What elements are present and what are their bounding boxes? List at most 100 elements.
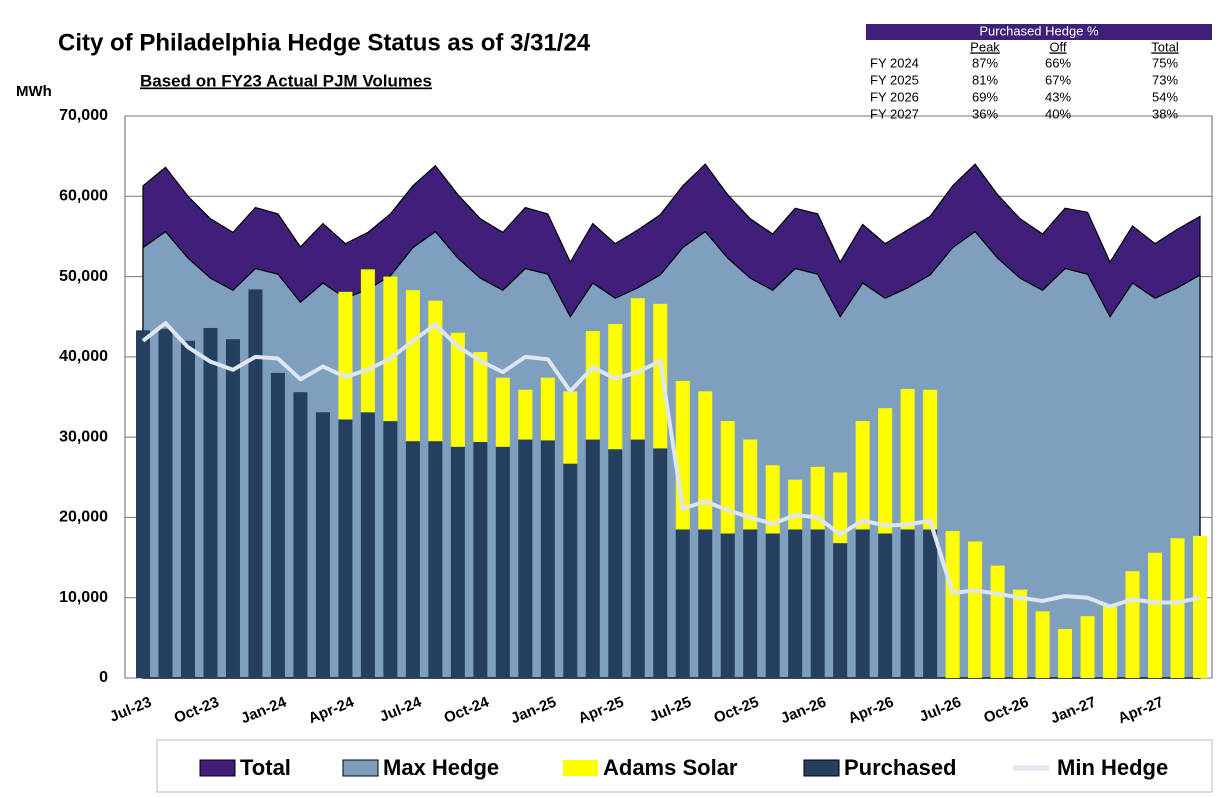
x-tick-label: Jul-26	[917, 694, 964, 726]
bar	[180, 340, 195, 678]
x-tick-label: Apr-26	[846, 694, 896, 728]
legend-swatch	[199, 759, 236, 777]
bar	[360, 269, 375, 413]
bar	[630, 439, 645, 678]
table-cell: 54%	[1152, 89, 1178, 104]
table-column-header: Peak	[970, 39, 1000, 54]
bar	[945, 531, 960, 678]
table-cell: 66%	[1045, 55, 1071, 70]
x-tick-label: Oct-24	[442, 693, 492, 726]
bar	[518, 389, 533, 440]
bar	[585, 439, 600, 678]
table-row-label: FY 2025	[870, 72, 919, 87]
x-tick-label: Jan-27	[1048, 694, 1098, 728]
legend-swatch	[563, 760, 598, 776]
x-tick-label: Jan-24	[238, 693, 289, 727]
table-cell: 36%	[972, 106, 998, 121]
bar	[473, 352, 488, 442]
bar	[1058, 629, 1073, 678]
table-column-header: Off	[1049, 39, 1066, 54]
table-row-label: FY 2024	[870, 55, 919, 70]
bar	[810, 529, 825, 678]
table-column-header: Total	[1151, 39, 1179, 54]
bar	[653, 448, 668, 678]
bar	[1125, 571, 1140, 678]
table-cell: 87%	[972, 55, 998, 70]
bar	[360, 412, 375, 678]
bar	[720, 421, 735, 534]
bar	[136, 330, 150, 678]
bar	[900, 529, 915, 678]
line	[141, 321, 1201, 609]
x-tick-label: Jul-23	[107, 694, 154, 726]
bar	[383, 421, 398, 678]
bar	[225, 339, 240, 678]
bar	[855, 529, 870, 678]
bar	[293, 392, 308, 678]
bar	[248, 289, 263, 678]
x-tick-label: Jul-24	[377, 693, 424, 725]
bar	[743, 439, 758, 530]
x-tick-label: Jan-25	[508, 694, 558, 728]
bar	[855, 421, 870, 530]
bar	[833, 543, 848, 678]
y-tick-label: 0	[99, 669, 108, 686]
legend-label: Total	[240, 755, 291, 780]
bar	[675, 529, 690, 678]
y-tick-label: 50,000	[59, 268, 108, 285]
y-tick-label: 40,000	[59, 348, 108, 365]
legend-swatch	[342, 759, 379, 777]
bar	[1193, 535, 1207, 678]
bar	[450, 332, 465, 447]
bar	[923, 529, 938, 678]
y-tick-label: 20,000	[59, 509, 108, 526]
legend-label: Adams Solar	[603, 755, 738, 780]
bar	[338, 419, 353, 678]
y-axis-label: MWh	[16, 83, 52, 100]
bar	[540, 440, 555, 678]
table-row-label: FY 2026	[870, 89, 919, 104]
y-tick-label: 30,000	[59, 428, 108, 445]
bar	[495, 446, 510, 678]
table-header-bg	[866, 24, 1212, 40]
bar	[990, 565, 1005, 678]
bar	[203, 327, 218, 678]
bar	[315, 412, 330, 678]
bar	[495, 377, 510, 447]
bar	[900, 388, 915, 530]
bar	[473, 441, 488, 678]
bar	[1080, 616, 1095, 678]
bar	[518, 439, 533, 678]
table-cell: 43%	[1045, 89, 1071, 104]
bar	[428, 441, 443, 678]
x-tick-label: Apr-27	[1116, 694, 1166, 728]
bar	[405, 290, 420, 442]
bar	[405, 441, 420, 678]
bar	[743, 529, 758, 678]
bar	[788, 529, 803, 678]
bar	[450, 446, 465, 678]
legend-label: Purchased	[844, 755, 957, 780]
table-cell: 38%	[1152, 106, 1178, 121]
table-cell: 69%	[972, 89, 998, 104]
legend-label: Min Hedge	[1057, 755, 1168, 780]
bar	[563, 391, 578, 464]
x-tick-label: Jul-25	[647, 694, 694, 726]
x-tick-label: Apr-25	[576, 694, 626, 728]
x-tick-label: Apr-24	[306, 693, 357, 727]
bar	[608, 449, 623, 678]
bar	[833, 472, 848, 544]
bar	[765, 533, 780, 678]
x-tick-label: Jan-26	[778, 694, 828, 728]
bar	[810, 466, 825, 530]
table-cell: 75%	[1152, 55, 1178, 70]
x-tick-label: Oct-23	[172, 694, 222, 727]
bar	[338, 291, 353, 420]
table-cell: 40%	[1045, 106, 1071, 121]
bar	[158, 328, 173, 678]
bar	[1170, 538, 1185, 678]
bar	[383, 276, 398, 422]
table-cell: 67%	[1045, 72, 1071, 87]
y-tick-label: 70,000	[59, 107, 108, 124]
bar	[270, 372, 285, 678]
